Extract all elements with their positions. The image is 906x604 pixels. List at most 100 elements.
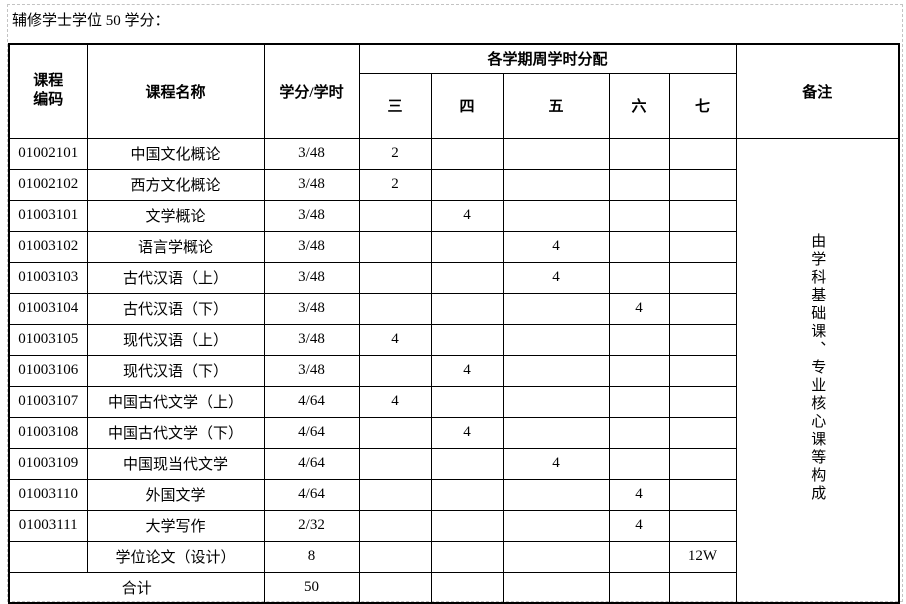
table-row: 01003101 文学概论 3/48 4 bbox=[8, 199, 899, 232]
semester-hours-cell: 4 bbox=[430, 354, 504, 387]
course-name-cell: 中国古代文学（上） bbox=[86, 385, 265, 418]
semester-hours-cell bbox=[430, 230, 504, 263]
table-header: 课程 编码 课程名称 学分/学时 各学期周学时分配 备注 三四五六七 bbox=[8, 43, 900, 139]
course-code-cell: 01002102 bbox=[8, 168, 88, 201]
table-row: 01003105 现代汉语（上） 3/48 4 bbox=[8, 323, 899, 356]
credit-hours-cell: 3/48 bbox=[263, 323, 360, 356]
semester-hours-cell bbox=[502, 571, 610, 604]
course-name-cell: 中国文化概论 bbox=[86, 137, 265, 170]
semester-hours-cell bbox=[430, 385, 504, 418]
table-row: 01003102 语言学概论 3/48 4 bbox=[8, 230, 899, 263]
semester-hours-cell bbox=[608, 137, 670, 170]
semester-hours-cell bbox=[358, 416, 432, 449]
semester-hours-cell: 4 bbox=[608, 292, 670, 325]
col-header-remark: 备注 bbox=[735, 43, 900, 139]
semester-hours-cell bbox=[358, 478, 432, 511]
course-code-cell: 01003102 bbox=[8, 230, 88, 263]
semester-column-header: 四 bbox=[430, 72, 504, 139]
semester-hours-cell bbox=[358, 261, 432, 294]
semester-hours-cell bbox=[668, 478, 737, 511]
semester-hours-cell bbox=[502, 292, 610, 325]
semester-hours-cell: 4 bbox=[502, 261, 610, 294]
course-code-cell: 01003107 bbox=[8, 385, 88, 418]
semester-hours-cell: 4 bbox=[608, 478, 670, 511]
semester-hours-cell bbox=[668, 168, 737, 201]
table-body: 01002101 中国文化概论 3/48 2 由学科基础课、专业核心课等构成 010021… bbox=[8, 137, 900, 604]
semester-hours-cell bbox=[358, 540, 432, 573]
course-code-cell: 01003101 bbox=[8, 199, 88, 232]
table-row: 01002102 西方文化概论 3/48 2 bbox=[8, 168, 899, 201]
semester-hours-cell: 4 bbox=[358, 323, 432, 356]
credit-hours-cell: 4/64 bbox=[263, 478, 360, 511]
semester-hours-cell: 4 bbox=[502, 447, 610, 480]
semester-hours-cell bbox=[668, 416, 737, 449]
semester-hours-cell bbox=[502, 199, 610, 232]
semester-hours-cell bbox=[608, 354, 670, 387]
credit-hours-cell: 3/48 bbox=[263, 199, 360, 232]
course-code-cell: 01003108 bbox=[8, 416, 88, 449]
table-row: 01003104 古代汉语（下） 3/48 4 bbox=[8, 292, 899, 325]
semester-hours-cell bbox=[502, 385, 610, 418]
semester-hours-cell bbox=[358, 292, 432, 325]
course-code-cell: 01003111 bbox=[8, 509, 88, 542]
course-code-cell: 01003110 bbox=[8, 478, 88, 511]
table-row: 01003108 中国古代文学（下） 4/64 4 bbox=[8, 416, 899, 449]
semester-column-header: 七 bbox=[668, 72, 737, 139]
col-header-semester-group: 各学期周学时分配 bbox=[358, 43, 737, 74]
course-name-cell: 现代汉语（下） bbox=[86, 354, 265, 387]
semester-hours-cell bbox=[430, 168, 504, 201]
course-code-cell: 01003104 bbox=[8, 292, 88, 325]
semester-column-header: 五 bbox=[502, 72, 610, 139]
semester-hours-cell bbox=[430, 571, 504, 604]
semester-hours-cell bbox=[502, 354, 610, 387]
course-name-cell: 古代汉语（下） bbox=[86, 292, 265, 325]
semester-hours-cell bbox=[430, 261, 504, 294]
semester-hours-cell bbox=[608, 540, 670, 573]
table-row: 01002101 中国文化概论 3/48 2 由学科基础课、专业核心课等构成 bbox=[8, 137, 900, 604]
semester-hours-cell bbox=[668, 199, 737, 232]
remark-vertical-text: 由学科基础课、专业核心课等构成 bbox=[809, 232, 826, 503]
semester-hours-cell: 4 bbox=[502, 230, 610, 263]
semester-hours-cell bbox=[608, 230, 670, 263]
credit-hours-cell: 8 bbox=[263, 540, 360, 573]
semester-hours-cell bbox=[668, 571, 737, 604]
table-row: 01003111 大学写作 2/32 4 bbox=[8, 509, 899, 542]
semester-hours-cell bbox=[502, 168, 610, 201]
col-header-course-code: 课程 编码 bbox=[8, 43, 88, 139]
course-name-cell: 现代汉语（上） bbox=[86, 323, 265, 356]
course-name-cell: 中国古代文学（下） bbox=[86, 416, 265, 449]
credit-hours-cell: 3/48 bbox=[263, 137, 360, 170]
table-row: 01003106 现代汉语（下） 3/48 4 bbox=[8, 354, 899, 387]
semester-hours-cell: 12W bbox=[668, 540, 737, 573]
semester-hours-cell bbox=[358, 447, 432, 480]
credit-hours-cell: 3/48 bbox=[263, 261, 360, 294]
header-row-top: 课程 编码 课程名称 学分/学时 各学期周学时分配 备注 bbox=[8, 43, 900, 139]
semester-hours-cell: 4 bbox=[358, 385, 432, 418]
semester-hours-cell bbox=[358, 230, 432, 263]
course-name-cell: 西方文化概论 bbox=[86, 168, 265, 201]
semester-hours-cell bbox=[502, 137, 610, 170]
course-code-cell: 01003106 bbox=[8, 354, 88, 387]
course-code-cell: 01002101 bbox=[8, 137, 88, 170]
semester-hours-cell bbox=[502, 540, 610, 573]
credit-hours-cell: 50 bbox=[263, 571, 360, 604]
semester-hours-cell bbox=[608, 168, 670, 201]
credit-hours-cell: 4/64 bbox=[263, 385, 360, 418]
credit-hours-cell: 3/48 bbox=[263, 354, 360, 387]
course-name-cell: 文学概论 bbox=[86, 199, 265, 232]
semester-hours-cell bbox=[668, 509, 737, 542]
credit-hours-cell: 2/32 bbox=[263, 509, 360, 542]
course-code-cell: 01003109 bbox=[8, 447, 88, 480]
semester-hours-cell bbox=[430, 447, 504, 480]
table-row: 01003109 中国现当代文学 4/64 4 bbox=[8, 447, 899, 480]
course-name-cell: 语言学概论 bbox=[86, 230, 265, 263]
course-code-cell bbox=[8, 540, 88, 573]
semester-hours-cell bbox=[502, 509, 610, 542]
credit-hours-cell: 4/64 bbox=[263, 416, 360, 449]
col-header-credit-hours: 学分/学时 bbox=[263, 43, 360, 139]
semester-hours-cell bbox=[358, 199, 432, 232]
semester-hours-cell bbox=[502, 416, 610, 449]
curriculum-table: 课程 编码 课程名称 学分/学时 各学期周学时分配 备注 三四五六七 01002… bbox=[8, 43, 900, 604]
semester-hours-cell bbox=[430, 292, 504, 325]
